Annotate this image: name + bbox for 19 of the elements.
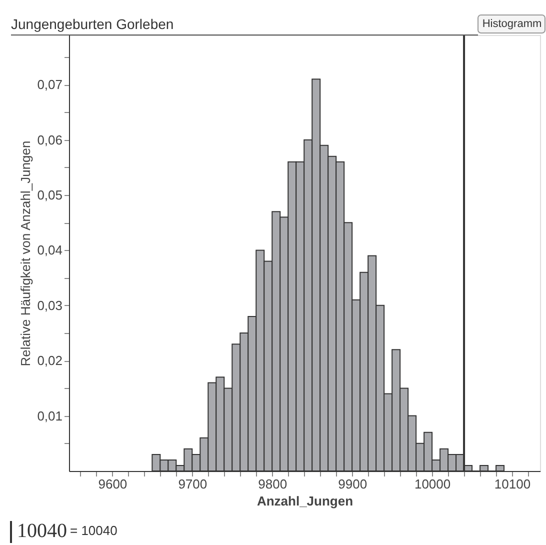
text: Histogramm: [482, 18, 542, 30]
y-tick-label: 0,04: [37, 242, 62, 258]
chart-title: Jungengeburten Gorleben: [11, 16, 174, 32]
y-tick-label: 0,02: [37, 353, 62, 368]
x-tick-label: 9900: [338, 476, 368, 492]
x-axis-title: Anzahl_Jungen: [256, 494, 354, 508]
y-tick-label: 0,06: [37, 132, 62, 148]
x-tick-label: 10000: [414, 476, 451, 492]
y-tick-label: 0,05: [37, 188, 62, 203]
x-tick-label: 9700: [178, 476, 208, 492]
text: 10040: [17, 520, 67, 542]
x-tick-label: 9600: [98, 476, 128, 492]
y-tick-label: 0,07: [37, 77, 62, 92]
y-axis-title: Relative Häufigkeit von Anzahl_Jungen: [18, 140, 34, 366]
text: = 10040: [70, 523, 118, 538]
y-tick-label: 0,03: [37, 298, 62, 313]
x-tick-label: 9800: [258, 476, 288, 492]
x-tick-label: 10100: [494, 476, 531, 492]
y-tick-label: 0,01: [37, 408, 62, 424]
